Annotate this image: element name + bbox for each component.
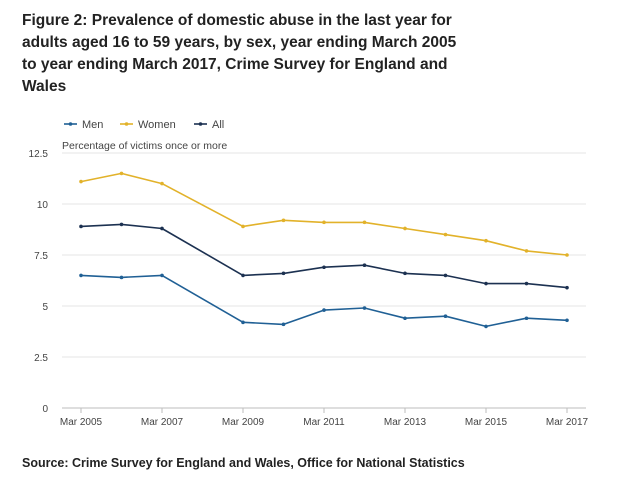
data-point-men — [160, 273, 164, 278]
data-point-women — [241, 224, 245, 229]
legend-item-all: All — [194, 119, 224, 131]
y-axis-ticks: 0 2.5 5 7.5 10 12.5 — [29, 149, 49, 415]
y-tick-label: 2.5 — [34, 353, 48, 364]
y-tick-label: 5 — [42, 302, 48, 313]
data-point-men — [443, 314, 448, 319]
data-point-all — [524, 281, 529, 286]
legend-marker — [124, 122, 129, 126]
data-point-men — [484, 324, 488, 329]
data-point-women — [281, 218, 286, 223]
x-tick-label: Mar 2009 — [222, 417, 265, 428]
x-tick-label: Mar 2005 — [60, 417, 103, 428]
series-line-men — [80, 274, 568, 328]
data-point-all — [403, 271, 407, 276]
data-point-men — [241, 320, 245, 325]
data-point-men — [281, 322, 286, 327]
x-axis-ticks: Mar 2005 Mar 2007 Mar 2009 Mar 2011 Mar 2013… — [60, 408, 589, 428]
data-point-women — [362, 220, 367, 225]
gridlines — [62, 152, 586, 409]
data-point-women — [322, 220, 326, 225]
legend-label: Women — [138, 119, 176, 131]
series-line-all — [80, 223, 568, 289]
y-tick-label: 7.5 — [34, 251, 48, 262]
line-chart: Men Women All Percentage of victims once o… — [29, 119, 589, 428]
data-point-women — [443, 232, 448, 237]
data-point-all — [79, 224, 83, 229]
x-tick-label: Mar 2017 — [546, 417, 589, 428]
series-line-women — [80, 172, 568, 256]
data-point-all — [281, 271, 286, 276]
data-point-women — [565, 253, 569, 257]
source-note: Source: Crime Survey for England and Wal… — [22, 456, 465, 470]
data-point-women — [524, 249, 529, 253]
data-point-women — [160, 181, 164, 186]
data-point-men — [79, 273, 83, 278]
data-point-all — [362, 263, 367, 268]
data-point-men — [119, 275, 124, 280]
data-point-men — [362, 306, 367, 310]
data-point-men — [524, 316, 529, 321]
x-tick-label: Mar 2013 — [384, 417, 427, 428]
data-point-all — [443, 273, 448, 278]
legend-marker — [68, 122, 73, 126]
series-lines — [80, 172, 568, 328]
data-point-men — [403, 316, 407, 321]
legend-item-men: Men — [64, 119, 103, 131]
x-tick-label: Mar 2011 — [303, 417, 345, 428]
data-point-men — [322, 308, 326, 312]
data-point-all — [322, 265, 326, 270]
legend-marker — [198, 122, 203, 126]
series-points — [79, 171, 569, 329]
y-tick-label: 12.5 — [29, 149, 49, 160]
data-point-all — [119, 222, 124, 227]
data-point-men — [565, 318, 569, 323]
y-tick-label: 0 — [42, 404, 48, 415]
x-tick-label: Mar 2007 — [141, 417, 184, 428]
y-tick-label: 10 — [37, 200, 49, 211]
x-tick-label: Mar 2015 — [465, 417, 508, 428]
chart-title: Figure 2: Prevalence of domestic abuse i… — [22, 12, 457, 95]
data-point-all — [565, 285, 569, 290]
data-point-all — [160, 226, 164, 231]
legend-label: Men — [82, 119, 103, 131]
legend-item-women: Women — [120, 119, 176, 131]
data-point-women — [119, 171, 124, 176]
data-point-women — [484, 238, 488, 243]
legend-label: All — [212, 119, 224, 131]
data-point-all — [484, 281, 488, 286]
data-point-women — [79, 179, 83, 184]
data-point-all — [241, 273, 245, 278]
y-axis-label: Percentage of victims once or more — [62, 140, 227, 152]
legend: Men Women All — [64, 119, 224, 131]
data-point-women — [403, 226, 407, 231]
